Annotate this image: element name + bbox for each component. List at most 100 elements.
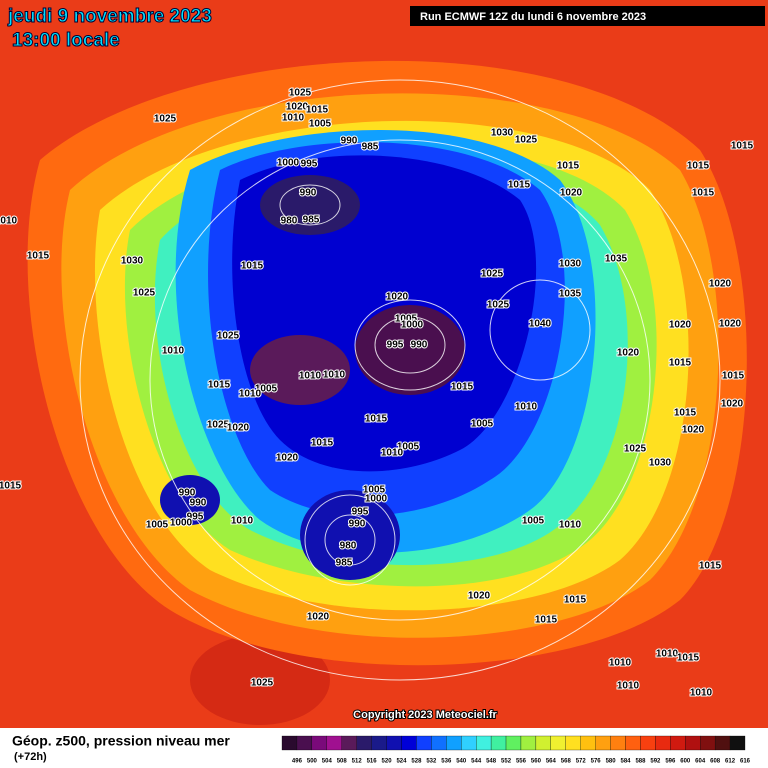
- colorbar-label: 516: [367, 759, 378, 765]
- isobar-label: 1005: [309, 119, 332, 130]
- isobar-label: 1015: [699, 561, 722, 572]
- colorbar-swatch: [520, 735, 537, 751]
- isobar-label: 1005: [397, 442, 420, 453]
- isobar-label: 1005: [255, 384, 278, 395]
- colorbar-label: 556: [516, 759, 527, 765]
- colorbar-label: 544: [471, 759, 482, 765]
- colorbar-label: 508: [337, 759, 348, 765]
- isobar-label: 1005: [395, 314, 418, 325]
- colorbar-swatch: [476, 735, 492, 751]
- colorbar-label: 584: [621, 759, 632, 765]
- isobar-label: 1000: [365, 494, 388, 505]
- isobar-label: 1020: [286, 102, 309, 113]
- colorbar-label: 560: [531, 759, 542, 765]
- isobar-label: 1035: [605, 254, 628, 265]
- isobar-label: 995: [352, 507, 369, 518]
- isobar-label: 1025: [133, 288, 156, 299]
- colorbar-swatch: [550, 735, 566, 751]
- colorbar-swatch: [296, 735, 313, 751]
- colorbar-label: 600: [680, 759, 691, 765]
- isobar-label: 1015: [674, 408, 697, 419]
- isobar-label: 1010: [299, 371, 322, 382]
- isobar-label: 1020: [669, 320, 692, 331]
- colorbar-label: 576: [591, 759, 602, 765]
- isobar-label: 985: [336, 558, 353, 569]
- isobar-label: 1015: [557, 161, 580, 172]
- isobar-label: 990: [349, 519, 366, 530]
- isobar-label: 1010: [609, 658, 632, 669]
- colorbar-swatch: [281, 735, 298, 751]
- colorbar-label: 536: [441, 759, 452, 765]
- isobar-label: 1005: [363, 485, 386, 496]
- isobar-label: 1015: [508, 180, 531, 191]
- colorbar-swatch: [461, 735, 477, 751]
- isobar-label: 1010: [282, 113, 305, 124]
- isobar-label: 1010: [323, 370, 346, 381]
- colorbar-swatch: [446, 735, 462, 751]
- isobar-label: 1015: [535, 615, 558, 626]
- colorbar-label: 496: [292, 759, 303, 765]
- run-banner: [410, 6, 765, 26]
- isobar-label: 1025: [515, 135, 538, 146]
- isobar-label: 1025: [481, 269, 504, 280]
- isobars: [79, 79, 721, 681]
- isobar-label: 1005: [522, 516, 545, 527]
- geopotential-field: [0, 0, 768, 728]
- colorbar-swatch: [341, 735, 357, 751]
- isobar-label: 1030: [491, 128, 514, 139]
- isobar-label: 1015: [731, 141, 754, 152]
- colorbar-swatch: [580, 735, 596, 751]
- isobar-label: 1015: [677, 653, 700, 664]
- isobar-label: 995: [187, 512, 204, 523]
- isobar-label: 1020: [617, 348, 640, 359]
- isobar-label: 1000: [277, 158, 300, 169]
- run-info: Run ECMWF 12Z du lundi 6 novembre 2023: [420, 11, 646, 23]
- colorbar-swatch: [311, 735, 327, 751]
- isobar-label: 1020: [682, 425, 705, 436]
- colorbar-swatch: [490, 735, 507, 751]
- colorbar-swatch: [535, 735, 551, 751]
- isobar-label: 1015: [208, 380, 231, 391]
- isobar-label: 1035: [559, 289, 582, 300]
- colorbar-label: 568: [561, 759, 572, 765]
- colorbar-label: 552: [501, 759, 512, 765]
- isobar-label: 1010: [0, 216, 18, 227]
- colorbar-label: 532: [426, 759, 437, 765]
- isobar-label: 1015: [0, 481, 22, 492]
- isobar-label: 1015: [687, 161, 710, 172]
- copyright: Copyright 2023 Meteociel.fr: [353, 709, 497, 721]
- isobar-label: 1020: [721, 399, 744, 410]
- colorbar-label: 616: [740, 759, 751, 765]
- isobar-label: 1010: [656, 649, 679, 660]
- isobar-label: 1025: [217, 331, 240, 342]
- colorbar-swatch: [416, 735, 432, 751]
- isobar-label: 1010: [515, 402, 538, 413]
- colorbar-swatch: [595, 735, 611, 751]
- isobar-label: 1010: [617, 681, 640, 692]
- forecast-time: 13:00 locale: [12, 30, 120, 51]
- isobar-label: 1025: [154, 114, 177, 125]
- colorbar-label: 528: [411, 759, 422, 765]
- isobar-label: 1015: [669, 358, 692, 369]
- isobar-label: 1000: [170, 518, 193, 529]
- isobar-labels: 1025102010151010100510259909851030102510…: [0, 87, 755, 700]
- colorbar-label: 564: [546, 759, 557, 765]
- isobar-label: 995: [387, 340, 404, 351]
- isobar-label: 1040: [529, 319, 552, 330]
- isobar-label: 990: [341, 136, 358, 147]
- isobar-label: 1025: [624, 444, 647, 455]
- colorbar-label: 548: [486, 759, 497, 765]
- isobar-label: 1015: [365, 414, 388, 425]
- isobar-label: 1025: [207, 420, 230, 431]
- isobar-label: 1015: [241, 261, 264, 272]
- isobar-label: 1015: [311, 438, 334, 449]
- isobar-label: 1015: [306, 105, 329, 116]
- isobar-label: 1015: [451, 382, 474, 393]
- isobar-label: 1015: [722, 371, 745, 382]
- isobar-label: 1010: [690, 688, 713, 699]
- colorbar-swatch: [700, 735, 716, 751]
- colorbar-swatch: [640, 735, 656, 751]
- colorbar-swatch: [401, 735, 417, 751]
- isobar-label: 1030: [121, 256, 144, 267]
- isobar-label: 985: [362, 142, 379, 153]
